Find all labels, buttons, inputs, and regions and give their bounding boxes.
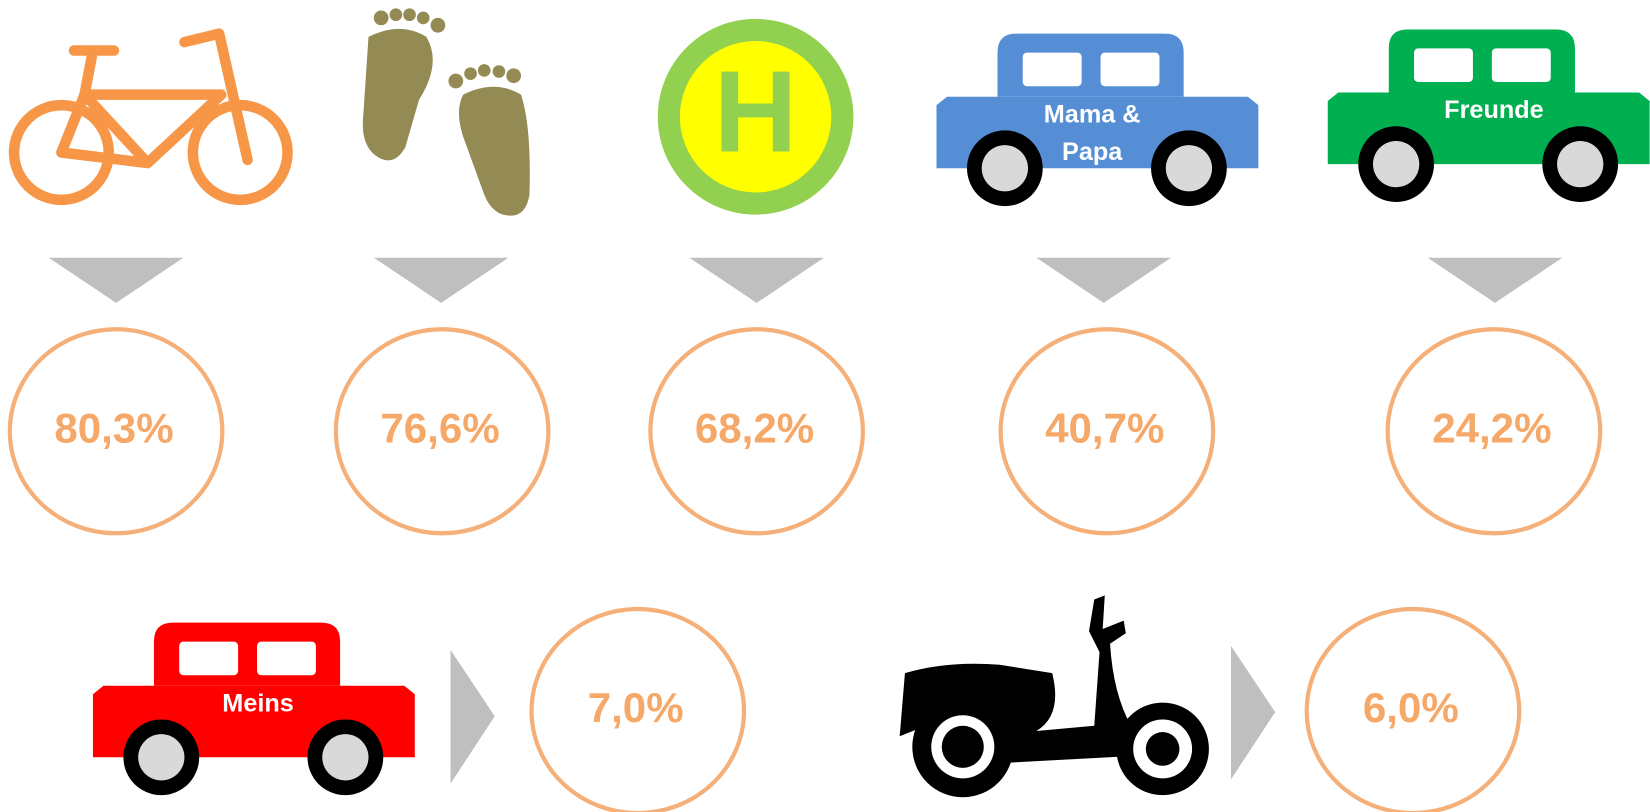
feet-icon: [362, 8, 530, 216]
scooter-icon: [899, 595, 1209, 798]
value-circle: [1385, 327, 1603, 536]
arrow-down: [1427, 257, 1563, 303]
value-text: 24,2%: [1432, 404, 1551, 451]
car-label: Meins: [222, 689, 294, 717]
value-text: 68,2%: [695, 404, 814, 451]
value-circle: [648, 327, 865, 536]
value-text: 80,3%: [54, 404, 173, 451]
car-label: Freunde: [1444, 96, 1544, 124]
arrow-right: [450, 650, 495, 784]
arrow-down: [373, 257, 509, 303]
value-circle: [529, 606, 747, 812]
car-label: Mama &: [1044, 100, 1141, 128]
arrow-right: [1231, 645, 1276, 780]
bus-stop-letter: H: [714, 47, 798, 177]
value-text: 76,6%: [380, 404, 499, 451]
value-text: 6,0%: [1363, 684, 1459, 731]
value-circle: [998, 327, 1216, 536]
bike-icon: [8, 28, 293, 206]
bus-stop-icon: H: [657, 18, 854, 215]
arrow-down: [1036, 257, 1172, 303]
value-text: 7,0%: [588, 684, 684, 731]
car-label: Papa: [1062, 138, 1123, 166]
value-circle: [1304, 606, 1522, 812]
value-circle: [333, 327, 551, 536]
value-circle: [7, 327, 225, 536]
value-text: 40,7%: [1045, 404, 1164, 451]
arrow-down: [48, 257, 184, 303]
arrow-down: [689, 257, 824, 303]
